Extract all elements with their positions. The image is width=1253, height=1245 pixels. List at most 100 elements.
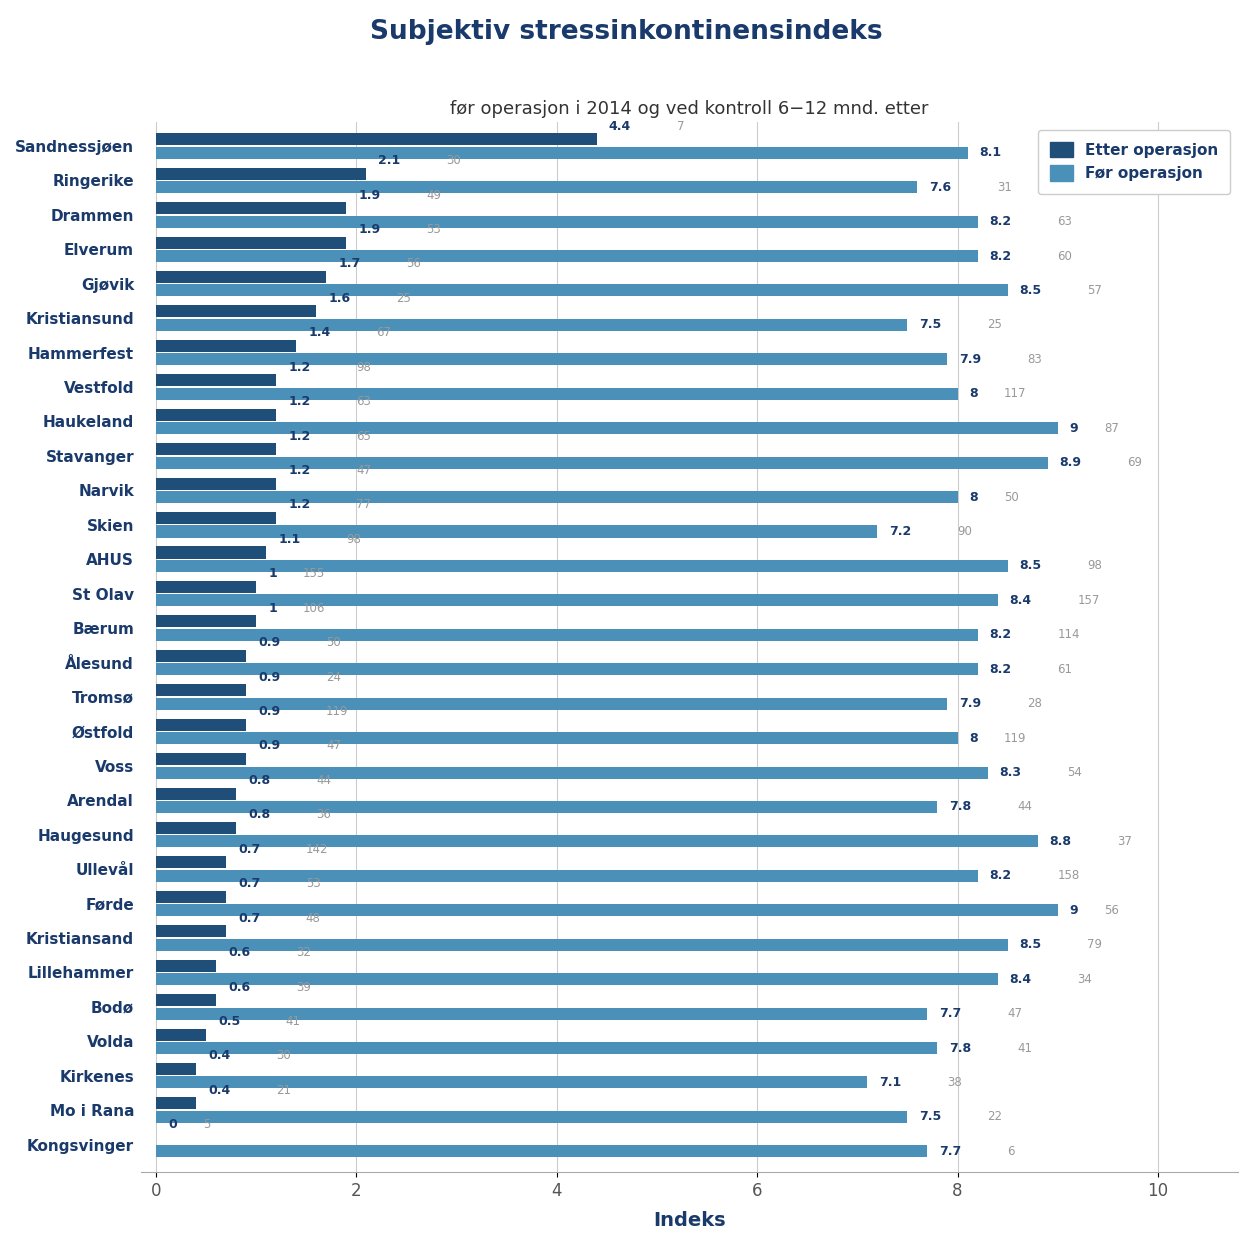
Text: 1.9: 1.9 <box>358 223 381 237</box>
Text: 39: 39 <box>296 981 311 994</box>
Text: 7.9: 7.9 <box>960 352 981 366</box>
Text: 106: 106 <box>303 601 326 615</box>
Bar <box>157 319 907 331</box>
Text: 21: 21 <box>276 1084 291 1097</box>
Bar <box>157 732 957 745</box>
Text: 1.4: 1.4 <box>308 326 331 340</box>
Text: 25: 25 <box>396 291 411 305</box>
Text: 155: 155 <box>303 568 325 580</box>
Text: 157: 157 <box>1078 594 1100 606</box>
Text: 0: 0 <box>168 1118 177 1132</box>
Bar <box>157 250 977 261</box>
Text: 50: 50 <box>1004 491 1019 503</box>
Bar <box>157 525 877 538</box>
Text: 0.9: 0.9 <box>258 636 281 649</box>
Text: 0.6: 0.6 <box>228 981 251 994</box>
Bar <box>157 215 977 228</box>
Text: 8.2: 8.2 <box>990 869 1011 883</box>
Bar <box>157 478 277 489</box>
Text: 41: 41 <box>286 1015 301 1028</box>
Bar <box>157 974 997 985</box>
Text: 90: 90 <box>957 525 972 538</box>
Text: 34: 34 <box>1078 972 1093 986</box>
Text: 8.2: 8.2 <box>990 662 1011 676</box>
Text: 1.2: 1.2 <box>288 498 311 512</box>
Text: 119: 119 <box>1004 732 1026 745</box>
Bar <box>157 835 1037 848</box>
Bar <box>157 939 1007 951</box>
Text: 7.5: 7.5 <box>920 1111 942 1123</box>
Text: 1.2: 1.2 <box>288 361 311 373</box>
Bar <box>157 443 277 456</box>
Bar <box>157 168 366 179</box>
Text: 8.1: 8.1 <box>980 146 1001 159</box>
Text: 158: 158 <box>1058 869 1079 883</box>
Text: 30: 30 <box>446 154 461 167</box>
Text: 7.1: 7.1 <box>880 1076 902 1089</box>
Bar <box>157 594 997 606</box>
Bar <box>157 788 237 799</box>
Text: 1.2: 1.2 <box>288 430 311 442</box>
Text: 8: 8 <box>970 732 979 745</box>
Bar <box>157 891 227 903</box>
Text: 48: 48 <box>306 911 321 925</box>
Bar <box>157 422 1058 435</box>
Text: 8: 8 <box>970 387 979 401</box>
Bar <box>157 133 596 146</box>
Bar <box>157 615 257 627</box>
Text: 8.2: 8.2 <box>990 215 1011 228</box>
Text: 98: 98 <box>346 533 361 545</box>
Text: 9: 9 <box>1070 422 1079 435</box>
Text: 8: 8 <box>970 491 979 503</box>
Text: 7.7: 7.7 <box>940 1007 962 1020</box>
Bar <box>157 995 217 1006</box>
Text: 8.5: 8.5 <box>1020 939 1041 951</box>
Text: 1.6: 1.6 <box>328 291 351 305</box>
Text: 28: 28 <box>1027 697 1042 710</box>
Text: 119: 119 <box>326 705 348 718</box>
Bar <box>157 1077 867 1088</box>
Text: 36: 36 <box>316 808 331 822</box>
Text: 60: 60 <box>1058 249 1073 263</box>
Text: 114: 114 <box>1058 629 1080 641</box>
Text: 0.7: 0.7 <box>238 878 261 890</box>
Text: 25: 25 <box>987 319 1002 331</box>
Bar <box>157 581 257 593</box>
X-axis label: Indeks: Indeks <box>653 1211 725 1230</box>
Bar <box>157 181 917 193</box>
Bar <box>157 767 987 778</box>
Text: 53: 53 <box>306 878 321 890</box>
Text: 8.8: 8.8 <box>1050 835 1071 848</box>
Bar <box>157 904 1058 916</box>
Bar <box>157 1145 927 1158</box>
Text: 7.6: 7.6 <box>930 181 951 194</box>
Bar <box>157 857 227 869</box>
Bar <box>157 685 247 696</box>
Text: 8.2: 8.2 <box>990 629 1011 641</box>
Text: 0.4: 0.4 <box>208 1050 231 1062</box>
Text: 41: 41 <box>1017 1042 1032 1055</box>
Text: 4.4: 4.4 <box>609 120 632 133</box>
Bar <box>157 271 326 283</box>
Bar <box>157 354 947 365</box>
Bar <box>157 1097 197 1109</box>
Bar <box>157 375 277 386</box>
Text: 117: 117 <box>1004 387 1026 401</box>
Text: 47: 47 <box>326 740 341 752</box>
Text: 2.1: 2.1 <box>378 154 401 167</box>
Text: 37: 37 <box>1118 835 1133 848</box>
Bar <box>157 491 957 503</box>
Title: før operasjon i 2014 og ved kontroll 6−12 mnd. etter: før operasjon i 2014 og ved kontroll 6−1… <box>450 100 928 117</box>
Text: 47: 47 <box>356 464 371 477</box>
Text: 56: 56 <box>406 258 421 270</box>
Text: 8.2: 8.2 <box>990 249 1011 263</box>
Bar <box>157 512 277 524</box>
Text: 54: 54 <box>1068 766 1083 779</box>
Text: 67: 67 <box>376 326 391 340</box>
Text: 98: 98 <box>356 361 371 373</box>
Text: 1.9: 1.9 <box>358 188 381 202</box>
Text: 0.7: 0.7 <box>238 843 261 855</box>
Bar <box>157 664 977 675</box>
Text: 44: 44 <box>1017 801 1032 813</box>
Bar <box>157 870 977 881</box>
